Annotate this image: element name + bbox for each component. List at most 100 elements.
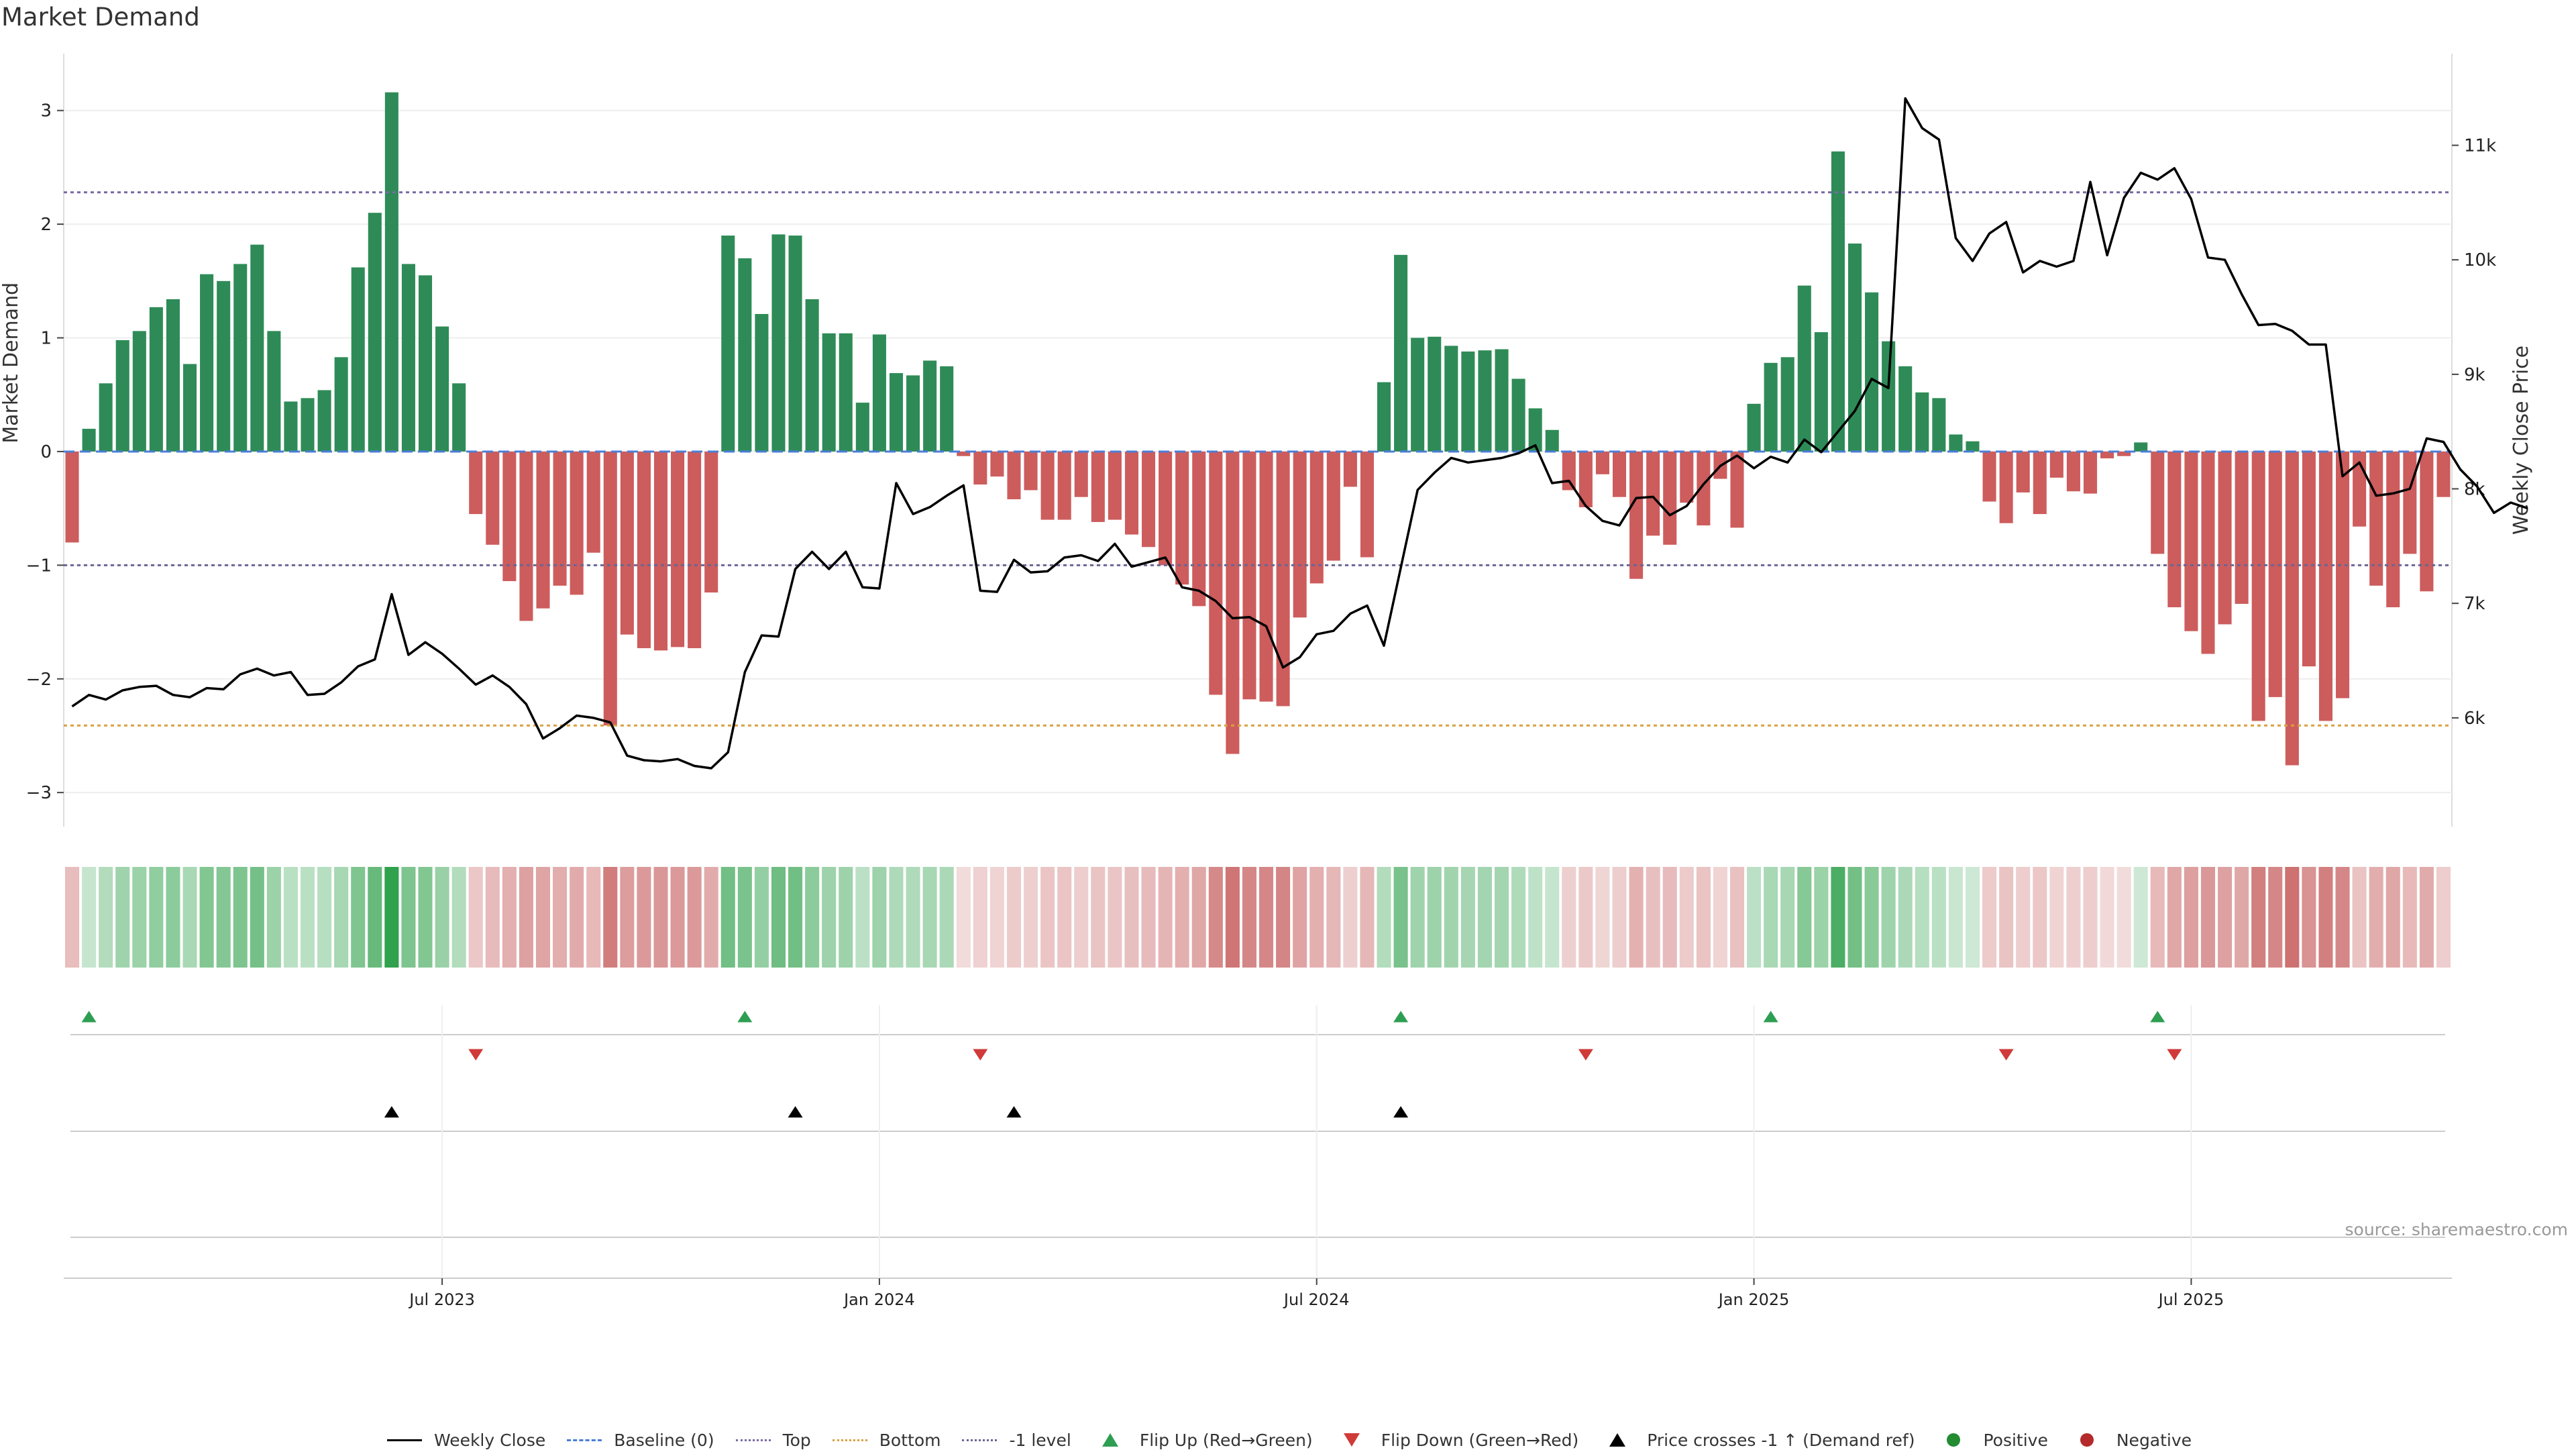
heat-cell (906, 867, 920, 968)
heat-cell (199, 867, 214, 968)
demand-bar (183, 364, 197, 452)
demand-bar (822, 333, 836, 452)
demand-bar (469, 451, 483, 515)
heat-cell (1948, 867, 1963, 968)
demand-bar (1932, 398, 1946, 452)
demand-bar (839, 333, 853, 452)
demand-bar (2049, 451, 2063, 478)
heat-cell (704, 867, 718, 968)
heat-cell (300, 867, 315, 968)
heat-cell (839, 867, 853, 968)
demand-bar (973, 451, 987, 485)
heat-cell (1309, 867, 1324, 968)
chart-title: Market Demand (1, 3, 200, 32)
demand-bar (502, 451, 517, 582)
demand-bar (1108, 451, 1122, 520)
heat-cell (368, 867, 382, 968)
demand-bar (82, 429, 96, 452)
demand-bar (233, 264, 248, 452)
heat-cell (418, 867, 433, 968)
heat-cell (1662, 867, 1677, 968)
price-cross-icon (1597, 1432, 1638, 1448)
heat-cell (2100, 867, 2114, 968)
heat-cell (1629, 867, 1644, 968)
heat-cell (1460, 867, 1475, 968)
heat-cell (1898, 867, 1913, 968)
legend-top-label: Top (782, 1430, 811, 1450)
heat-cell (553, 867, 568, 968)
y-axis-label: Market Demand (0, 282, 23, 444)
demand-bar (1982, 451, 1996, 502)
demand-bar (1797, 285, 1811, 452)
demand-bar (1024, 451, 1038, 490)
demand-bar (536, 451, 550, 609)
demand-bar (1528, 408, 1542, 452)
heat-cell (317, 867, 332, 968)
demand-bar (2251, 451, 2265, 721)
legend-minus-one-swatch (959, 1432, 1000, 1448)
demand-bar (2151, 451, 2165, 554)
heat-cell (2318, 867, 2333, 968)
demand-bar (1007, 451, 1021, 500)
heat-cell (519, 867, 533, 968)
demand-bar (2083, 451, 2098, 494)
heat-cell (2385, 867, 2400, 968)
demand-bar (418, 275, 433, 452)
demand-bar (200, 274, 214, 452)
legend-weekly-close-swatch (384, 1432, 425, 1448)
legend-positive-label: Positive (1983, 1430, 2048, 1450)
heat-cell (2184, 867, 2198, 968)
heat-cell (2335, 867, 2350, 968)
demand-bar (889, 373, 904, 452)
demand-bar (1343, 451, 1357, 487)
y-tick-label: 1 (40, 329, 52, 349)
legend-item-flip-up: Flip Up (Red→Green) (1090, 1431, 1313, 1450)
demand-bar (1057, 451, 1071, 520)
heat-cell (1057, 867, 1072, 968)
heat-cell (166, 867, 180, 968)
flip-up-marker (2150, 1010, 2165, 1023)
demand-bar (1461, 351, 1475, 452)
legend-item-weekly-close: Weekly Close (384, 1431, 545, 1450)
heat-cell (1764, 867, 1778, 968)
demand-bar (1612, 451, 1627, 497)
demand-bar (1142, 451, 1156, 548)
demand-bar (1578, 451, 1593, 507)
legend-item-positive: Positive (1933, 1430, 2048, 1450)
heat-cell (1158, 867, 1173, 968)
demand-bar (1898, 366, 1913, 452)
heat-cell (2200, 867, 2216, 968)
demand-bar (1882, 341, 1896, 452)
heat-cell (2066, 867, 2081, 968)
legend-minus-one-label: -1 level (1009, 1430, 1071, 1450)
legend-item-flip-down: Flip Down (Green→Red) (1332, 1431, 1578, 1450)
y-tick-label: −3 (26, 783, 52, 803)
heat-cell (805, 867, 820, 968)
legend-weekly-close-label: Weekly Close (433, 1430, 546, 1450)
heat-cell (620, 867, 635, 968)
heat-cell (1780, 867, 1795, 968)
heat-cell (637, 867, 651, 968)
flip-down-marker (2167, 1049, 2182, 1061)
heat-cell (2016, 867, 2031, 968)
demand-bar (452, 383, 466, 452)
heat-cell (334, 867, 349, 968)
demand-bar (1175, 451, 1189, 585)
demand-bar (2218, 451, 2232, 625)
demand-bar (115, 340, 129, 452)
demand-bar (1780, 357, 1794, 452)
demand-bar (1159, 451, 1173, 566)
legend-flip-up-label: Flip Up (Red→Green) (1139, 1430, 1313, 1450)
flip-up-marker (1763, 1010, 1778, 1023)
demand-bar (519, 451, 533, 621)
price-cross-marker (384, 1106, 399, 1118)
y2-tick-label: 11k (2464, 136, 2496, 156)
demand-bar (620, 451, 634, 635)
heat-cell (1124, 867, 1139, 968)
heat-cell (182, 867, 197, 968)
demand-bar (2117, 451, 2131, 456)
heat-cell (1427, 867, 1442, 968)
flip-down-icon (1332, 1432, 1372, 1448)
legend-top-swatch (733, 1432, 773, 1448)
legend-baseline-label: Baseline (0) (614, 1430, 714, 1450)
